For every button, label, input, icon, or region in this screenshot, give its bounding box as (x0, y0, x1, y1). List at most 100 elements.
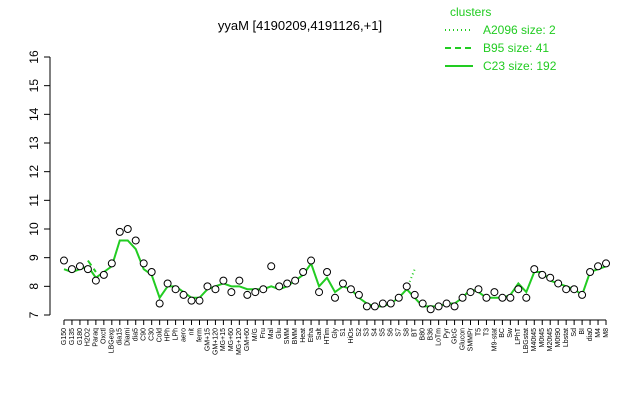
y-tick-label: 9 (27, 254, 41, 261)
data-point (402, 282, 411, 291)
x-tick-label: GlcG (451, 328, 458, 344)
x-tick-label: BC (499, 328, 506, 338)
data-point (227, 288, 236, 297)
x-tick-label: S6 (388, 328, 395, 337)
y-tick-label: 14 (27, 107, 41, 121)
data-point (514, 285, 523, 294)
x-tick-label: Oxctl (101, 328, 108, 344)
x-tick-label: G180 (77, 328, 84, 345)
y-tick-label: 11 (27, 194, 41, 207)
data-point (171, 285, 180, 294)
y-tick-label: 10 (27, 222, 41, 236)
x-tick-label: Salt (316, 328, 323, 340)
data-point (530, 265, 539, 274)
series-line (87, 259, 97, 273)
data-point (474, 285, 483, 294)
x-tick-label: Sd (571, 328, 578, 337)
data-point (362, 302, 371, 311)
data-point (538, 270, 547, 279)
x-tick-label: M0t45 (539, 328, 546, 348)
data-point (203, 282, 212, 291)
x-tick-label: Gly (332, 328, 339, 339)
x-tick-label: GM+120 (212, 328, 219, 355)
x-tick-label: M20t45 (547, 328, 554, 351)
data-point (602, 259, 611, 268)
x-tick-label: Cold (156, 328, 163, 343)
x-tick-label: M4 (595, 328, 602, 338)
x-tick-label: Glucon (459, 328, 466, 350)
data-point (123, 225, 132, 233)
data-point (115, 227, 124, 236)
x-tick-label: MG+120 (236, 328, 243, 355)
data-point (410, 290, 419, 299)
legend-label: C23 size: 192 (483, 59, 557, 73)
x-tick-label: GM+15 (204, 328, 211, 351)
data-point (179, 290, 188, 299)
legend-title: clusters (450, 5, 491, 19)
data-point (562, 285, 571, 294)
x-tick-label: BI (579, 328, 586, 335)
data-point (594, 262, 603, 271)
legend-label: B95 size: 41 (483, 41, 549, 55)
data-point (338, 279, 347, 288)
x-tick-label: S3 (364, 328, 371, 337)
y-tick-label: 16 (27, 50, 41, 64)
x-tick-label: GM+60 (244, 328, 251, 351)
x-tick-label: B80 (420, 328, 427, 341)
x-tick-label: B36 (427, 328, 434, 341)
data-point (466, 288, 475, 297)
data-point (578, 290, 587, 299)
x-tick-label: M9-stat (491, 328, 498, 351)
x-tick-label: C30 (149, 328, 156, 341)
x-tick-label: dia15 (117, 328, 124, 345)
x-tick-label: SMMPr (467, 327, 474, 351)
x-tick-label: G135 (69, 328, 76, 345)
data-point (283, 279, 292, 288)
data-point (546, 273, 555, 282)
data-point (67, 265, 76, 274)
x-tick-label: Pyr (443, 327, 450, 338)
data-point (434, 302, 443, 311)
data-point (107, 259, 116, 268)
data-point (346, 285, 355, 294)
x-tick-label: M0t90 (555, 328, 562, 348)
x-tick-label: ferm (196, 328, 203, 342)
x-tick-label: aero (180, 328, 187, 342)
x-tick-label: LPhT (515, 327, 522, 344)
x-tick-label: Diami (125, 328, 132, 346)
x-tick-label: HiOs (348, 328, 355, 344)
data-point (418, 299, 427, 308)
x-tick-label: SMM (284, 328, 291, 345)
x-tick-label: LoTm (435, 328, 442, 346)
x-tick-label: Paraq (93, 328, 100, 347)
data-point (291, 276, 300, 285)
x-tick-label: Sw (507, 327, 514, 338)
x-tick-label: M/G (252, 328, 259, 341)
chart-title: yyaM [4190209,4191126,+1] (218, 18, 382, 33)
data-point (426, 305, 435, 314)
data-point (370, 302, 379, 311)
data-point (554, 279, 563, 288)
x-tick-label: HTim (324, 328, 331, 345)
data-point (219, 276, 228, 285)
data-point (211, 285, 220, 294)
data-point (482, 293, 491, 302)
y-tick-label: 12 (27, 165, 41, 179)
data-point (243, 290, 252, 299)
data-point (323, 268, 332, 276)
data-point (354, 290, 363, 299)
data-point (91, 276, 100, 285)
data-point (522, 293, 531, 302)
x-tick-label: nit (188, 328, 195, 335)
data-point (299, 268, 308, 276)
x-tick-label: BT (412, 327, 419, 337)
data-point (131, 236, 140, 245)
data-point (195, 296, 204, 305)
data-point (187, 296, 196, 305)
x-tick-label: MG+15 (220, 328, 227, 351)
data-point (586, 268, 595, 276)
x-tick-label: Heat (300, 328, 307, 343)
data-point (442, 299, 451, 308)
y-tick-label: 7 (27, 311, 41, 318)
